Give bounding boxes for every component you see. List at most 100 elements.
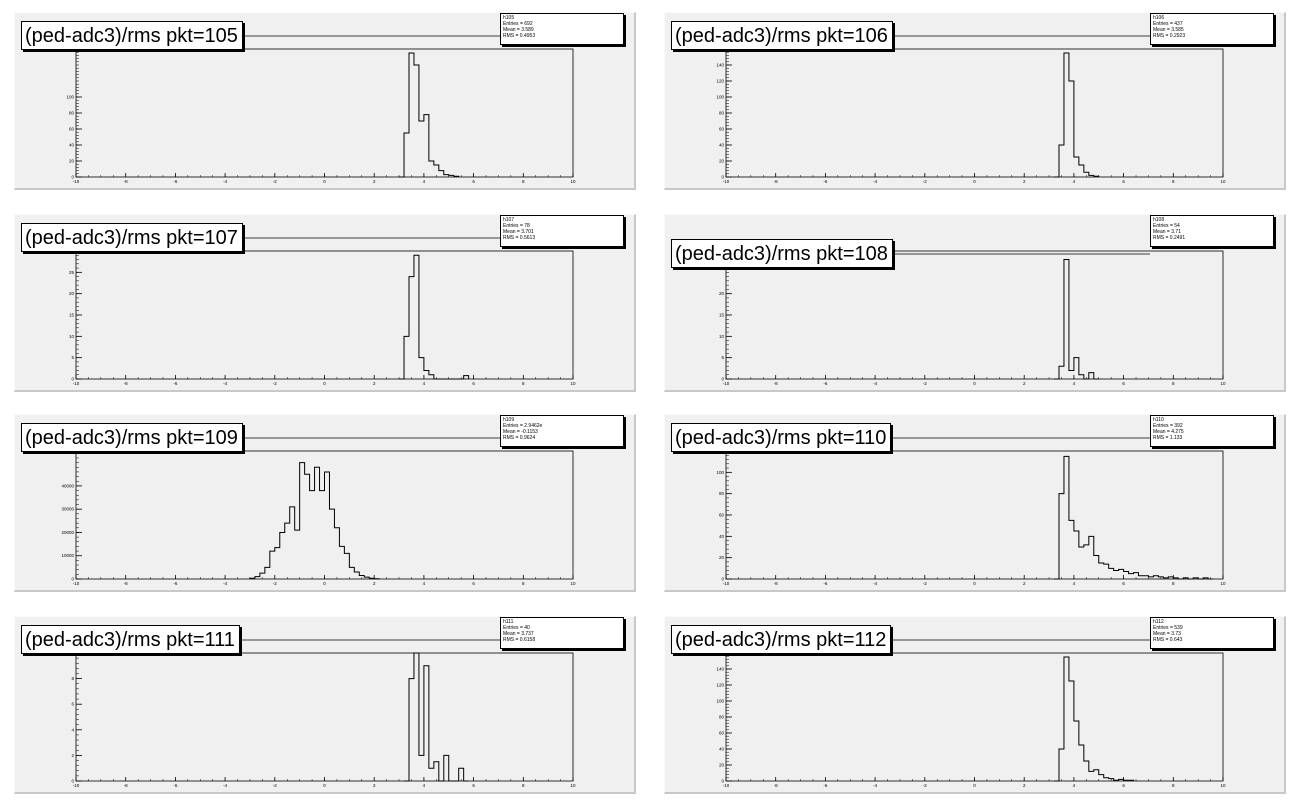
- histogram-bin: [459, 768, 464, 781]
- histogram-outline: [1054, 259, 1099, 380]
- x-tick-label: -4: [223, 381, 227, 386]
- y-tick-label: 0: [71, 377, 74, 382]
- stats-mean: Mean = 3.73: [1153, 631, 1181, 637]
- histogram-bin: [424, 115, 429, 177]
- x-tick-label: -2: [273, 783, 277, 788]
- stats-box: h109 Entries = 2.9462e Mean = -0.1153 RMS =…: [500, 415, 624, 447]
- x-tick-label: 6: [472, 581, 475, 586]
- histogram-bin: [464, 376, 469, 379]
- y-tick-label: 0: [71, 175, 74, 180]
- x-tick-label: -6: [823, 381, 827, 386]
- y-tick-label: 60: [719, 731, 725, 736]
- x-tick-label: 0: [973, 179, 976, 184]
- plot-frame: [75, 48, 574, 178]
- stats-mean: Mean = 3.589: [503, 27, 534, 33]
- y-tick-label: 2: [71, 753, 74, 758]
- stats-rms: RMS = 0.4953: [503, 33, 536, 39]
- histogram-outline: [399, 52, 460, 178]
- histogram-bin: [265, 567, 270, 579]
- x-tick-label: 2: [1023, 581, 1026, 586]
- plot-frame: [725, 652, 1224, 782]
- x-tick-label: 2: [373, 783, 376, 788]
- histogram-bin: [1064, 53, 1069, 177]
- x-tick-label: -6: [173, 581, 177, 586]
- x-tick-label: 6: [472, 381, 475, 386]
- x-tick-label: -4: [223, 783, 227, 788]
- histogram-bin: [300, 463, 305, 579]
- y-tick-label: 10: [69, 334, 75, 339]
- y-tick-label: 20: [69, 159, 75, 164]
- x-tick-label: -4: [873, 581, 877, 586]
- stats-name: h105: [503, 15, 515, 21]
- plot-frame: [75, 250, 574, 380]
- plot-frame: [725, 450, 1224, 580]
- y-tick-label: 40: [719, 747, 725, 752]
- histogram-bin: [320, 491, 325, 579]
- histogram-bin: [1094, 770, 1099, 781]
- x-tick-label: -10: [73, 783, 80, 788]
- y-tick-label: 20: [719, 159, 725, 164]
- histogram-title: (ped-adc3)/rms pkt=109: [21, 423, 243, 452]
- x-tick-label: 6: [1122, 581, 1125, 586]
- histogram-bin: [1119, 779, 1124, 781]
- x-tick-label: -2: [923, 783, 927, 788]
- histogram-bin: [439, 171, 444, 177]
- histogram-bin: [359, 576, 364, 579]
- x-tick-label: 4: [1073, 381, 1076, 386]
- histogram-bin: [1084, 761, 1089, 781]
- histogram-outline: [1054, 656, 1135, 782]
- x-tick-label: 10: [570, 179, 576, 184]
- histogram-bin: [1059, 494, 1064, 579]
- histogram-bin: [1094, 556, 1099, 579]
- x-tick-label: -10: [723, 381, 730, 386]
- histogram-title: (ped-adc3)/rms pkt=110: [671, 423, 892, 452]
- x-tick-label: 8: [1172, 381, 1175, 386]
- y-tick-label: 5: [71, 355, 74, 360]
- y-tick-label: 20000: [61, 530, 74, 535]
- x-tick-label: -8: [774, 581, 778, 586]
- histogram-bin: [349, 567, 354, 579]
- histogram-bin: [454, 176, 459, 177]
- stats-entries: Entries = 539: [1153, 625, 1183, 631]
- stats-name: h110: [1153, 417, 1164, 423]
- histogram-bin: [409, 277, 414, 379]
- histogram-bin: [325, 472, 330, 579]
- y-tick-label: 40: [719, 534, 725, 539]
- x-tick-label: 0: [323, 581, 326, 586]
- y-tick-label: 60: [69, 127, 75, 132]
- histogram-bin: [329, 509, 334, 579]
- histogram-bin: [1079, 547, 1084, 579]
- histogram-pad-2: -10 -8 -6 -4 -2 0 2 4 6 8 10 0 20 40 60 80 100 120 140 (ped…: [664, 12, 1286, 190]
- histogram-bin: [1069, 681, 1074, 781]
- y-tick-label: 100: [716, 699, 724, 704]
- y-tick-label: 100: [716, 95, 724, 100]
- histogram-bin: [1064, 260, 1069, 379]
- stats-name: h106: [1153, 15, 1165, 21]
- histogram-bin: [334, 528, 339, 579]
- x-tick-label: -10: [73, 179, 80, 184]
- histogram-outline: [1054, 455, 1214, 580]
- stats-box: h108 Entries = 54 Mean = 3.71 RMS = 0.2491: [1150, 215, 1274, 247]
- histogram-bin: [364, 577, 369, 579]
- histogram-bin: [270, 551, 275, 579]
- x-tick-label: 2: [373, 381, 376, 386]
- stats-box: h110 Entries = 392 Mean = 4.275 RMS = 1.133: [1150, 415, 1274, 447]
- x-tick-label: 8: [1172, 179, 1175, 184]
- stats-mean: Mean = 4.275: [1153, 429, 1184, 435]
- x-tick-label: 2: [373, 179, 376, 184]
- histogram-bin: [1129, 780, 1134, 781]
- histogram-bin: [444, 175, 449, 177]
- x-tick-label: 10: [570, 783, 576, 788]
- x-tick-label: 6: [1122, 381, 1125, 386]
- histogram-bin: [1099, 563, 1104, 579]
- x-tick-label: -8: [124, 381, 128, 386]
- histogram-bin: [1143, 576, 1148, 579]
- x-tick-label: 2: [373, 581, 376, 586]
- x-tick-label: 4: [423, 581, 426, 586]
- y-tick-label: 0: [71, 577, 74, 582]
- histogram-bin: [419, 358, 424, 379]
- y-tick-label: 0: [721, 175, 724, 180]
- x-tick-label: 4: [423, 179, 426, 184]
- y-tick-label: 40: [719, 143, 725, 148]
